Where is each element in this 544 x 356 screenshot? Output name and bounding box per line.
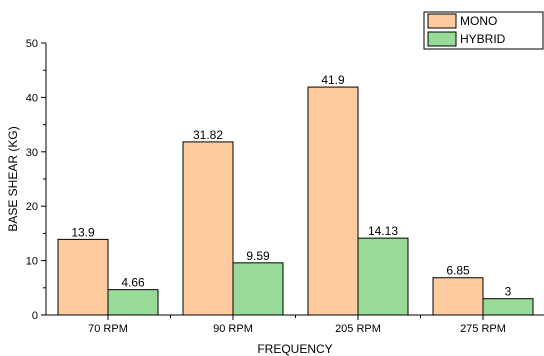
data-label-hybrid-1: 4.66 <box>121 276 145 290</box>
x-ticks: 70 RPM 90 RPM 205 RPM 275 RPM <box>88 315 506 335</box>
x-axis-title: FREQUENCY <box>257 342 332 356</box>
y-ticks: 0 10 20 30 40 50 <box>26 38 46 322</box>
bar-mono-4 <box>432 277 484 316</box>
y-tick-label: 20 <box>26 201 38 213</box>
data-label-mono-1: 13.9 <box>71 225 95 239</box>
legend-label-mono: MONO <box>460 14 497 28</box>
x-tick-label: 70 RPM <box>88 323 128 335</box>
data-label-hybrid-2: 9.59 <box>246 249 270 263</box>
x-tick-label: 90 RPM <box>213 323 253 335</box>
x-tick-label: 205 RPM <box>335 323 381 335</box>
y-tick-label: 40 <box>26 92 38 104</box>
y-tick-label: 50 <box>26 38 38 50</box>
bar-mono-2 <box>182 141 234 316</box>
plot-area <box>57 86 534 316</box>
y-axis-title: BASE SHEAR (KG) <box>6 126 20 231</box>
legend-swatch-mono <box>427 13 457 29</box>
legend: MONO HYBRID <box>423 11 544 50</box>
bar-hybrid-4 <box>482 298 534 316</box>
data-label-hybrid-4: 3 <box>505 285 512 299</box>
y-tick-label: 10 <box>26 256 38 268</box>
bar-hybrid-2 <box>232 262 284 316</box>
data-label-mono-4: 6.85 <box>446 264 470 278</box>
legend-label-hybrid: HYBRID <box>460 32 506 46</box>
data-label-hybrid-3: 14.13 <box>368 224 398 238</box>
bar-mono-1 <box>57 238 109 316</box>
bar-hybrid-1 <box>107 289 159 316</box>
legend-swatch-hybrid <box>427 31 457 47</box>
bar-mono-3 <box>307 86 359 316</box>
data-label-mono-2: 31.82 <box>193 128 223 142</box>
y-tick-label: 30 <box>26 147 38 159</box>
bar-hybrid-3 <box>357 237 409 316</box>
data-labels: 13.9 4.66 31.82 9.59 41.9 14.13 6.85 3 <box>71 73 511 299</box>
data-label-mono-3: 41.9 <box>321 73 345 87</box>
x-tick-label: 275 RPM <box>460 323 506 335</box>
y-tick-label: 0 <box>32 310 38 322</box>
